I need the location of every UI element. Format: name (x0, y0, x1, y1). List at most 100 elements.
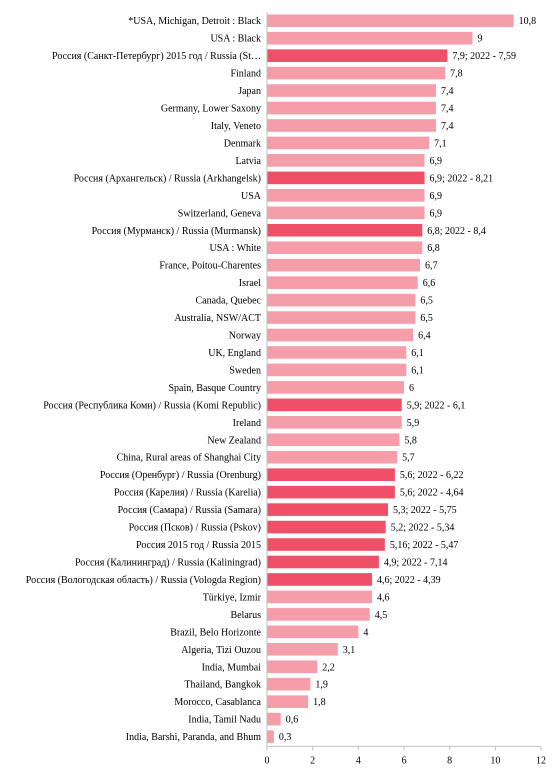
category-label: Ireland (233, 418, 261, 429)
category-label: Россия (Мурманск) / Russia (Murmansk) (92, 226, 261, 237)
bar (267, 555, 379, 569)
value-labels: 10,8 9 7,9; 2022 - 7,59 7,8 7,4 7,4 7,4 7,1 6,9 6… (279, 16, 536, 743)
data-label: 5,3; 2022 - 5,75 (393, 505, 457, 516)
bar (267, 66, 446, 80)
data-label: 6 (409, 383, 414, 394)
bar (267, 119, 436, 132)
category-label: Thailand, Bangkok (184, 680, 261, 691)
data-label: 5,2; 2022 - 5,34 (391, 523, 455, 534)
bar (267, 398, 402, 412)
category-label: Россия (Республика Коми) / Russia (Komi … (43, 400, 261, 411)
data-label: 0,3 (279, 732, 292, 743)
category-label: Switzerland, Geneva (178, 208, 262, 219)
category-label: Россия (Вологодская область) / Russia (V… (26, 575, 261, 586)
category-label: Italy, Veneto (211, 121, 261, 132)
bar (267, 223, 423, 237)
category-label: *USA, Michigan, Detroit : Black (128, 16, 261, 27)
data-label: 1,8 (313, 697, 326, 708)
data-label: 6,4 (418, 331, 431, 342)
x-tick-label: 0 (265, 755, 270, 766)
category-label: Россия (Архангельск) / Russia (Arkhangel… (74, 173, 261, 184)
category-label: Norway (229, 331, 261, 342)
bar (267, 520, 386, 534)
x-tick-label: 4 (356, 755, 361, 766)
category-label: Türkiye, Izmir (203, 592, 262, 603)
data-label: 6,9 (430, 156, 443, 167)
bar (267, 381, 404, 394)
category-label: China, Rural areas of Shanghai City (117, 453, 261, 464)
category-label: Australia, NSW/ACT (174, 313, 261, 324)
bar (267, 712, 281, 726)
bar (267, 241, 423, 255)
bar (267, 171, 425, 185)
category-label: Spain, Basque Country (169, 383, 262, 394)
data-label: 7,9; 2022 - 7,59 (452, 51, 516, 62)
x-tick-label: 2 (310, 755, 315, 766)
category-label: Denmark (224, 138, 261, 149)
data-label: 10,8 (519, 16, 537, 27)
data-label: 5,9; 2022 - 6,1 (407, 400, 466, 411)
data-label: 3,1 (343, 645, 356, 656)
bar (267, 346, 407, 359)
data-label: 7,8 (450, 69, 463, 80)
data-label: 4,6 (377, 592, 390, 603)
data-label: 6,5 (420, 313, 433, 324)
category-label: Germany, Lower Saxony (161, 104, 261, 115)
data-label: 4 (363, 627, 368, 638)
category-label: USA : Black (210, 34, 261, 45)
x-tick-labels: 0 2 4 6 8 10 12 (265, 746, 546, 766)
bar (267, 730, 274, 743)
data-label: 5,16; 2022 - 5,47 (390, 540, 459, 551)
bar (267, 468, 395, 481)
bar (267, 101, 436, 115)
category-label: France, Poitou-Charentes (159, 261, 261, 272)
bar (267, 485, 395, 499)
bars-group (267, 14, 514, 743)
data-label: 5,6; 2022 - 6,22 (400, 470, 464, 481)
bar (267, 49, 448, 62)
category-label: India, Tamil Nadu (188, 715, 261, 726)
data-label: 7,4 (441, 104, 454, 115)
category-label: Latvia (235, 156, 261, 167)
x-tick-label: 12 (536, 755, 546, 766)
bar (267, 695, 309, 708)
data-label: 0,6 (286, 715, 299, 726)
category-label: Morocco, Casablanca (174, 697, 261, 708)
category-label: Россия 2015 год / Russia 2015 (136, 540, 261, 551)
data-label: 5,9 (407, 418, 420, 429)
data-label: 5,6; 2022 - 4,64 (400, 488, 464, 499)
bar (267, 154, 425, 167)
category-label: Finland (230, 69, 261, 80)
bar (267, 328, 414, 342)
data-label: 4,9; 2022 - 7,14 (384, 557, 448, 568)
bar (267, 677, 311, 691)
data-label: 5,7 (402, 453, 415, 464)
data-label: 6,6 (423, 278, 436, 289)
category-label: India, Barshi, Paranda, and Bhum (126, 732, 261, 743)
category-label: India, Mumbai (202, 662, 262, 673)
data-label: 1,9 (315, 680, 328, 691)
data-label: 4,6; 2022 - 4,39 (377, 575, 441, 586)
bar (267, 189, 425, 202)
data-label: 6,5 (420, 296, 433, 307)
bar (267, 642, 338, 656)
data-label: 7,4 (441, 86, 454, 97)
bar (267, 450, 398, 464)
bar (267, 258, 420, 272)
bar (267, 31, 473, 45)
category-label: Belarus (230, 610, 261, 621)
category-label: Россия (Псков) / Russia (Pskov) (129, 523, 261, 534)
bar (267, 433, 400, 447)
category-label: Brazil, Belo Horizonte (170, 627, 261, 638)
bar (267, 293, 416, 307)
data-label: 6,8 (427, 243, 440, 254)
bar (267, 136, 430, 150)
bar (267, 660, 318, 674)
bar (267, 206, 425, 220)
data-label: 6,9 (430, 191, 443, 202)
data-label: 6,8; 2022 - 8,4 (427, 226, 486, 237)
category-label: Algeria, Tizi Ouzou (181, 645, 261, 656)
category-label: Россия (Санкт-Петербург) 2015 год / Russ… (52, 51, 261, 62)
